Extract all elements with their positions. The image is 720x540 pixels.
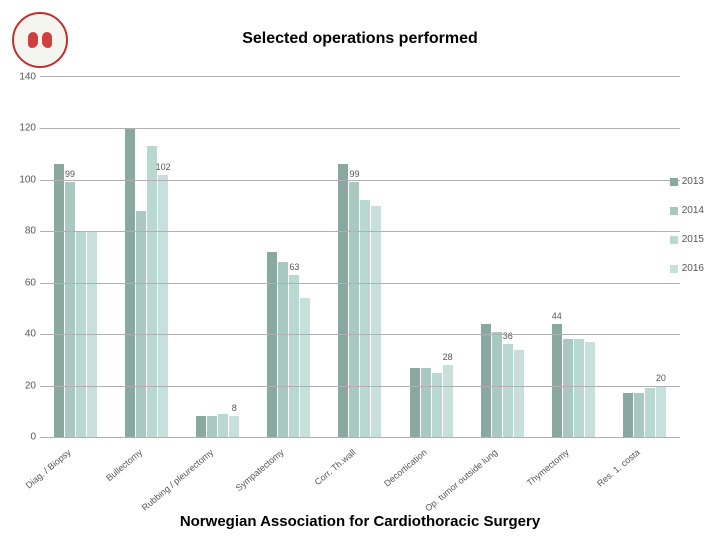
bar-value-label: 99 — [65, 169, 75, 179]
bar — [267, 252, 277, 437]
bar — [503, 344, 513, 437]
bar — [158, 175, 168, 437]
bar — [432, 373, 442, 437]
y-axis-tick-label: 140 — [10, 72, 36, 83]
bar-group: 99 — [324, 77, 395, 437]
bar-group: 8 — [182, 77, 253, 437]
bar-value-label: 63 — [289, 262, 299, 272]
legend-label: 2016 — [682, 263, 704, 274]
y-axis-tick-label: 80 — [10, 226, 36, 237]
bar — [54, 164, 64, 437]
bar — [289, 275, 299, 437]
legend-swatch — [670, 207, 678, 215]
bar — [410, 368, 420, 437]
gridline — [40, 334, 680, 335]
bar — [196, 416, 206, 437]
y-axis-tick-label: 40 — [10, 329, 36, 340]
gridline — [40, 386, 680, 387]
chart-legend: 2013 2014 2015 2016 — [670, 176, 704, 292]
legend-item: 2015 — [670, 234, 704, 245]
bar — [443, 365, 453, 437]
bar-group: 44 — [538, 77, 609, 437]
bar — [552, 324, 562, 437]
bar — [360, 200, 370, 437]
bar-value-label: 102 — [156, 162, 171, 172]
x-axis-category-label: Diag. / Biopsy — [24, 447, 73, 490]
bar-group: 102 — [111, 77, 182, 437]
bar — [574, 339, 584, 437]
x-axis-category-label: Sympatectomy — [234, 447, 286, 493]
bar — [585, 342, 595, 437]
footer-text: Norwegian Association for Cardiothoracic… — [0, 513, 720, 530]
bar — [147, 146, 157, 437]
bar — [349, 182, 359, 437]
chart-title: Selected operations performed — [0, 30, 720, 48]
x-axis-category-label: Bullectomy — [104, 447, 144, 483]
bar — [514, 350, 524, 437]
legend-swatch — [670, 236, 678, 244]
bar — [481, 324, 491, 437]
legend-label: 2014 — [682, 205, 704, 216]
bar-group: 28 — [396, 77, 467, 437]
bar — [136, 211, 146, 437]
bar-value-label: 99 — [349, 169, 359, 179]
bar — [65, 182, 75, 437]
bar — [645, 388, 655, 437]
x-axis-category-label: Res. 1. costa — [595, 447, 642, 488]
legend-item: 2016 — [670, 263, 704, 274]
x-axis-category-label: Decortication — [382, 447, 429, 488]
y-axis-tick-label: 20 — [10, 380, 36, 391]
bar-value-label: 44 — [552, 311, 562, 321]
chart-plot-area: 991028639928364420 020406080100120140 — [40, 76, 680, 438]
bar — [218, 414, 228, 437]
legend-swatch — [670, 178, 678, 186]
bar-value-label: 36 — [503, 331, 513, 341]
gridline — [40, 283, 680, 284]
gridline — [40, 128, 680, 129]
bar — [421, 368, 431, 437]
bar-group: 36 — [467, 77, 538, 437]
bar-groups-container: 99 102 8 63 99 28 36 44 20 — [40, 77, 680, 437]
bar — [634, 393, 644, 437]
gridline — [40, 231, 680, 232]
y-axis-tick-label: 60 — [10, 277, 36, 288]
bar-value-label: 8 — [232, 403, 237, 413]
x-axis-category-label: Op. tumor outside lung — [423, 447, 499, 513]
bar-group: 99 — [40, 77, 111, 437]
bar-value-label: 28 — [443, 352, 453, 362]
x-axis-category-label: Rubbing / pleurectomy — [140, 447, 215, 513]
bar-group: 63 — [253, 77, 324, 437]
y-axis-tick-label: 100 — [10, 174, 36, 185]
legend-label: 2015 — [682, 234, 704, 245]
bar — [656, 386, 666, 437]
bar — [207, 416, 217, 437]
bar — [623, 393, 633, 437]
bar-value-label: 20 — [656, 373, 666, 383]
legend-item: 2013 — [670, 176, 704, 187]
legend-label: 2013 — [682, 176, 704, 187]
bar — [492, 332, 502, 437]
x-axis-labels: Diag. / BiopsyBullectomyRubbing / pleure… — [40, 440, 680, 500]
x-axis-category-label: Thymectomy — [525, 447, 571, 488]
bar — [229, 416, 239, 437]
legend-item: 2014 — [670, 205, 704, 216]
bar — [338, 164, 348, 437]
bar — [278, 262, 288, 437]
bar — [300, 298, 310, 437]
bar — [371, 206, 381, 437]
x-axis-category-label: Corr. Th.wall — [312, 447, 357, 487]
gridline — [40, 180, 680, 181]
bar — [563, 339, 573, 437]
y-axis-tick-label: 120 — [10, 123, 36, 134]
legend-swatch — [670, 265, 678, 273]
y-axis-tick-label: 0 — [10, 432, 36, 443]
